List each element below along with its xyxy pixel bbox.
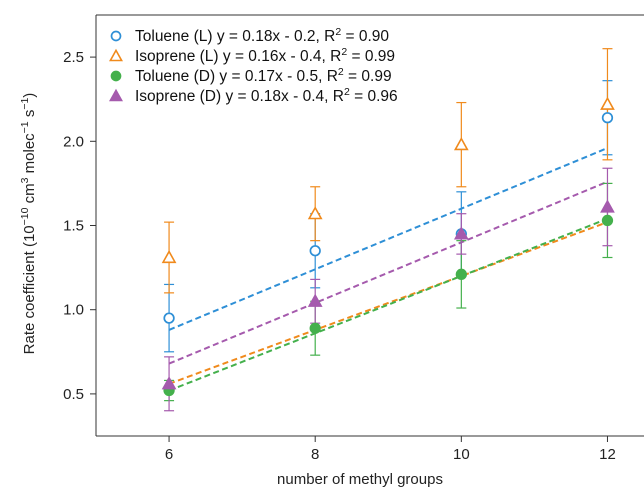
x-tick-label: 6 bbox=[165, 446, 173, 463]
text-span: ) bbox=[21, 93, 38, 98]
x-axis-title: number of methyl groups bbox=[277, 471, 443, 488]
legend-entry: Toluene (L) y = 0.18x - 0.2, R2 = 0.90 bbox=[135, 26, 389, 45]
text-span: Isoprene (D) bbox=[135, 88, 221, 105]
text-span: = 0.99 bbox=[344, 68, 392, 85]
legend: Toluene (L) y = 0.18x - 0.2, R2 = 0.90Is… bbox=[109, 26, 398, 105]
fit-line bbox=[168, 217, 608, 392]
legend-entry: Isoprene (L) y = 0.16x - 0.4, R2 = 0.99 bbox=[135, 46, 395, 65]
markers-layer bbox=[161, 96, 615, 397]
data-point bbox=[307, 206, 323, 220]
data-point bbox=[600, 96, 615, 110]
text-span: Toluene (L) bbox=[135, 28, 213, 45]
fit-lines-layer bbox=[168, 147, 608, 392]
x-tick-label: 12 bbox=[599, 446, 616, 463]
text-span: y = 0.18x - 0.2, R bbox=[213, 28, 336, 45]
y-tick-label: 1.0 bbox=[63, 302, 84, 319]
data-point bbox=[109, 88, 123, 102]
y-axis-title: Rate coefficient (10−10 cm3 molec−1 s−1) bbox=[19, 93, 38, 355]
legend-entry: Toluene (D) y = 0.17x - 0.5, R2 = 0.99 bbox=[135, 66, 392, 85]
legend-entry: Isoprene (D) y = 0.18x - 0.4, R2 = 0.96 bbox=[135, 86, 398, 105]
text-span: y = 0.18x - 0.4, R bbox=[221, 88, 344, 105]
data-point bbox=[163, 312, 175, 324]
text-span: 2 bbox=[338, 66, 344, 78]
axes-layer: 6 8 10 12 0.5 1.0 1.5 2.0 2.5 number of methyl gr… bbox=[19, 14, 644, 488]
data-point bbox=[161, 376, 177, 390]
data-point bbox=[309, 322, 321, 334]
data-point bbox=[600, 199, 615, 213]
data-point bbox=[161, 249, 177, 264]
y-tick-label: 1.5 bbox=[63, 218, 84, 235]
data-point bbox=[455, 268, 467, 280]
data-point bbox=[110, 30, 122, 42]
text-span: = 0.96 bbox=[350, 88, 398, 105]
data-point bbox=[109, 48, 123, 62]
text-span: y = 0.17x - 0.5, R bbox=[215, 68, 338, 85]
text-span: 2 bbox=[341, 46, 347, 58]
data-point bbox=[601, 214, 614, 227]
text-span: Isoprene (L) bbox=[135, 48, 219, 65]
x-tick-label: 10 bbox=[453, 446, 470, 463]
data-point bbox=[453, 137, 469, 151]
fit-line bbox=[168, 180, 608, 365]
data-point bbox=[307, 293, 323, 307]
text-span: s bbox=[21, 110, 38, 122]
fit-line bbox=[168, 221, 608, 385]
data-point bbox=[453, 226, 469, 240]
text-span: −1 bbox=[19, 121, 31, 133]
text-span: 3 bbox=[19, 177, 31, 183]
text-span: y = 0.16x - 0.4, R bbox=[219, 48, 342, 65]
y-tick-label: 2.0 bbox=[63, 133, 84, 150]
text-span: Rate coefficient (10 bbox=[21, 225, 38, 354]
data-point bbox=[110, 70, 122, 82]
data-point bbox=[601, 112, 614, 124]
text-span: = 0.99 bbox=[347, 48, 395, 65]
y-tick-label: 2.5 bbox=[63, 49, 84, 66]
text-span: −10 bbox=[19, 207, 31, 225]
fit-line bbox=[168, 147, 608, 331]
text-span: −1 bbox=[19, 98, 31, 110]
x-tick-label: 8 bbox=[311, 446, 319, 463]
y-tick-label: 0.5 bbox=[63, 386, 84, 403]
text-span: molec bbox=[21, 133, 38, 178]
text-span: = 0.90 bbox=[341, 28, 389, 45]
data-point bbox=[309, 245, 321, 257]
text-span: 2 bbox=[335, 26, 341, 38]
text-span: cm bbox=[21, 183, 38, 207]
text-span: Toluene (D) bbox=[135, 68, 215, 85]
text-span: 2 bbox=[344, 86, 350, 98]
